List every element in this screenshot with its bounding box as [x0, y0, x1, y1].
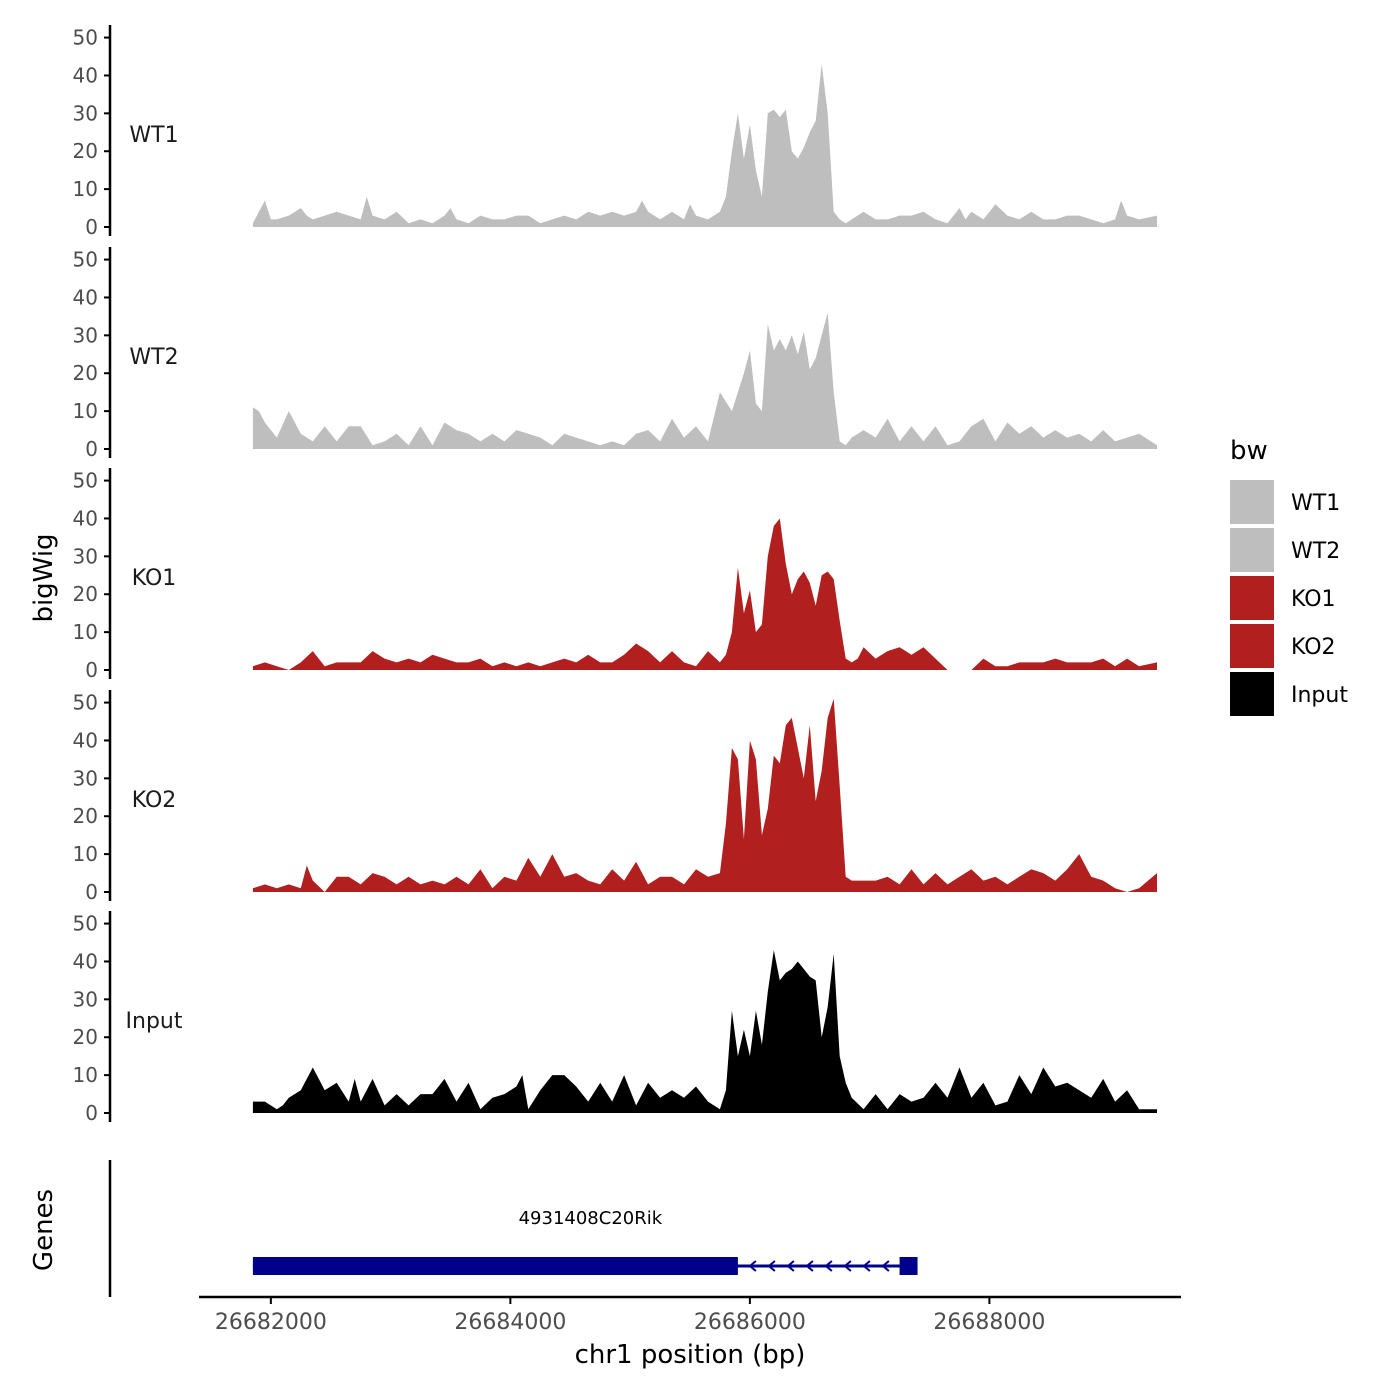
track-label-wt1: WT1	[129, 123, 178, 148]
strand-arrow	[824, 1260, 833, 1272]
y-tick-label: 0	[85, 437, 98, 461]
y-tick-label: 20	[73, 361, 98, 385]
x-tick-label: 26688000	[933, 1310, 1045, 1335]
x-axis-title: chr1 position (bp)	[575, 1340, 806, 1370]
track-panels: 0 10 20 30 40 50 WT1 0 10 20 30 40 50 WT2 0 10 20 30 40 50 K…	[73, 25, 1157, 1125]
legend-swatch-ko2	[1230, 624, 1274, 668]
y-tick-label: 50	[73, 26, 98, 50]
y-tick-label: 50	[73, 912, 98, 936]
track-label-ko1: KO1	[132, 566, 177, 591]
legend-swatch-wt1	[1230, 480, 1274, 524]
track-panel-ko1: 0 10 20 30 40 50 KO1	[73, 468, 1157, 682]
track-label-input: Input	[126, 1009, 183, 1034]
y-tick-label: 30	[73, 544, 98, 568]
gene-track: 4931408C20Rik	[108, 1160, 918, 1297]
legend-swatch-wt2	[1230, 528, 1274, 572]
legend-label-ko2: KO2	[1291, 635, 1336, 660]
track-panel-wt2: 0 10 20 30 40 50 WT2	[73, 247, 1157, 461]
y-tick-label: 0	[85, 1101, 98, 1125]
y-tick-label: 30	[73, 987, 98, 1011]
track-panel-ko2: 0 10 20 30 40 50 KO2	[73, 690, 1157, 904]
y-tick-label: 40	[73, 728, 98, 752]
y-tick-label: 30	[73, 766, 98, 790]
y-tick-label: 10	[73, 177, 98, 201]
strand-arrow	[862, 1260, 871, 1272]
strand-arrow	[843, 1260, 852, 1272]
y-tick-label: 50	[73, 691, 98, 715]
y-tick-label: 10	[73, 620, 98, 644]
coverage-area-input	[252, 950, 1157, 1113]
x-tick-label: 26686000	[694, 1310, 806, 1335]
track-panel-wt1: 0 10 20 30 40 50 WT1	[73, 25, 1157, 239]
strand-arrow	[805, 1260, 814, 1272]
y-tick-label: 50	[73, 248, 98, 272]
strand-arrow	[786, 1260, 795, 1272]
gene-exon	[899, 1257, 918, 1275]
gene-exon	[252, 1257, 738, 1275]
y-tick-label: 40	[73, 63, 98, 87]
genes-axis-title: Genes	[29, 1189, 59, 1271]
y-tick-label: 30	[73, 101, 98, 125]
y-tick-label: 10	[73, 399, 98, 423]
strand-arrow	[881, 1260, 890, 1272]
y-tick-label: 30	[73, 323, 98, 347]
y-tick-label: 40	[73, 285, 98, 309]
legend-title: bw	[1230, 436, 1268, 466]
legend-label-wt2: WT2	[1291, 539, 1340, 564]
legend: bw WT1 WT2 KO1 KO2 Input	[1230, 436, 1348, 716]
y-tick-label: 0	[85, 880, 98, 904]
track-panel-input: 0 10 20 30 40 50 Input	[73, 911, 1157, 1125]
track-label-ko2: KO2	[132, 788, 177, 813]
legend-label-input: Input	[1291, 683, 1348, 708]
legend-swatch-ko1	[1230, 576, 1274, 620]
x-axis: 26682000 26684000 26686000 26688000	[199, 1295, 1181, 1335]
y-tick-label: 10	[73, 842, 98, 866]
legend-label-wt1: WT1	[1291, 491, 1340, 516]
x-tick-label: 26684000	[454, 1310, 566, 1335]
y-tick-label: 40	[73, 506, 98, 530]
legend-swatch-input	[1230, 672, 1274, 716]
legend-label-ko1: KO1	[1291, 587, 1336, 612]
gene-label: 4931408C20Rik	[519, 1208, 663, 1229]
strand-arrow	[767, 1260, 776, 1272]
y-tick-label: 40	[73, 949, 98, 973]
y-tick-label: 20	[73, 1025, 98, 1049]
strand-arrow	[748, 1260, 757, 1272]
y-axis-title: bigWig	[29, 533, 59, 622]
track-label-wt2: WT2	[129, 345, 178, 370]
y-tick-label: 0	[85, 215, 98, 239]
y-tick-label: 10	[73, 1063, 98, 1087]
coverage-area-ko2	[252, 698, 1157, 892]
legend-keys: WT1 WT2 KO1 KO2 Input	[1230, 480, 1348, 716]
coverage-area-wt2	[252, 312, 1157, 449]
y-tick-label: 20	[73, 139, 98, 163]
coverage-area-ko1	[252, 518, 1157, 670]
y-tick-label: 0	[85, 658, 98, 682]
y-tick-label: 20	[73, 804, 98, 828]
x-tick-label: 26682000	[215, 1310, 327, 1335]
y-tick-label: 20	[73, 582, 98, 606]
y-tick-label: 50	[73, 469, 98, 493]
coverage-area-wt1	[252, 64, 1157, 227]
